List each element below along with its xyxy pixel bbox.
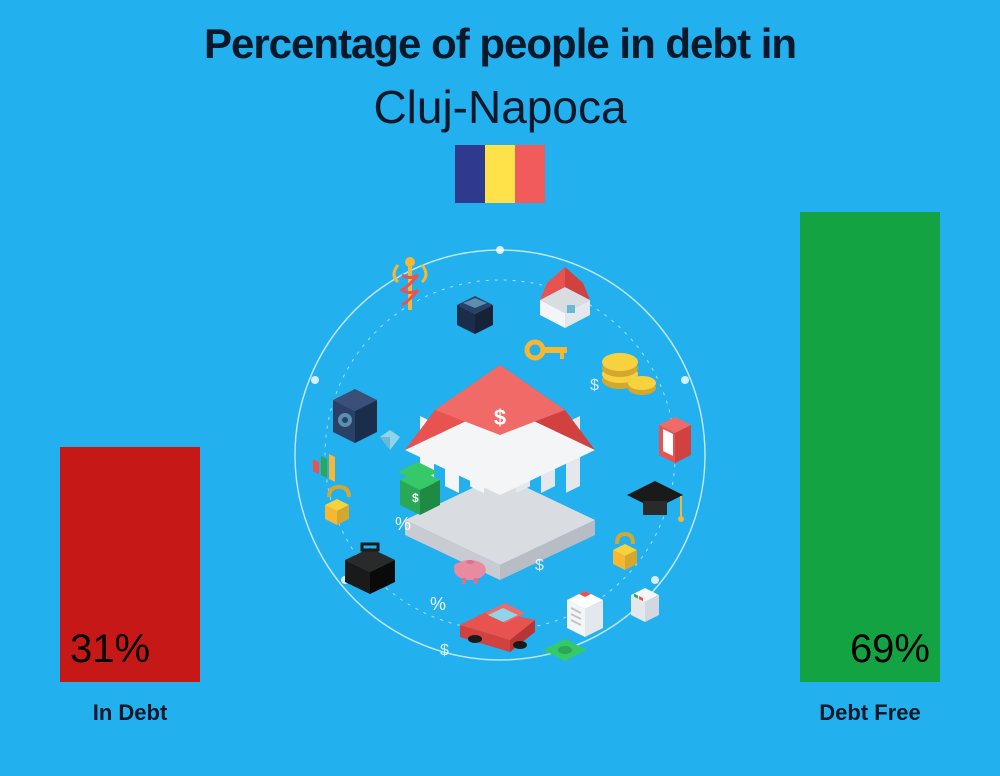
padlock-open-icon [325,487,349,525]
clipboard-icon [567,591,603,637]
car-icon [460,603,535,652]
key-icon [527,342,567,359]
debt-free-bar: 69% [800,212,940,682]
coins-icon [602,353,656,395]
flag-stripe-1 [455,145,485,203]
in-debt-value: 31% [70,627,150,672]
debt-free-value: 69% [850,627,930,672]
city-subtitle: Cluj-Napoca [0,80,1000,134]
center-infographic: $ [275,230,725,680]
piggy-bank-icon [454,560,486,584]
svg-text:$: $ [590,377,599,394]
chart-icon [313,454,335,482]
briefcase-icon [345,544,395,594]
country-flag [455,145,545,203]
in-debt-label: In Debt [93,700,168,726]
in-debt-bar: 31% [60,447,200,682]
svg-text:$: $ [494,405,506,430]
calculator-secondary-icon [631,588,659,622]
debt-free-bar-group: 69% Debt Free [800,212,940,726]
main-title: Percentage of people in debt in [0,20,1000,68]
graduation-cap-icon [627,481,684,522]
safe-icon [333,389,377,443]
flag-stripe-3 [515,145,545,203]
svg-text:$: $ [412,491,419,505]
debt-free-label: Debt Free [819,700,920,726]
svg-text:$: $ [535,557,544,574]
money-stack-icon: $ [398,462,440,515]
phone-icon [659,417,691,463]
svg-text:$: $ [440,642,449,659]
svg-text:%: % [395,514,411,534]
in-debt-bar-group: 31% In Debt [60,447,200,726]
house-icon [540,267,590,328]
flag-stripe-2 [485,145,515,203]
svg-text:%: % [430,594,446,614]
padlock-closed-icon [613,534,637,570]
finance-icons-svg: $ [275,230,725,680]
cash-bill-icon [543,639,587,661]
calculator-icon [457,296,493,334]
diamond-icon [380,430,400,450]
